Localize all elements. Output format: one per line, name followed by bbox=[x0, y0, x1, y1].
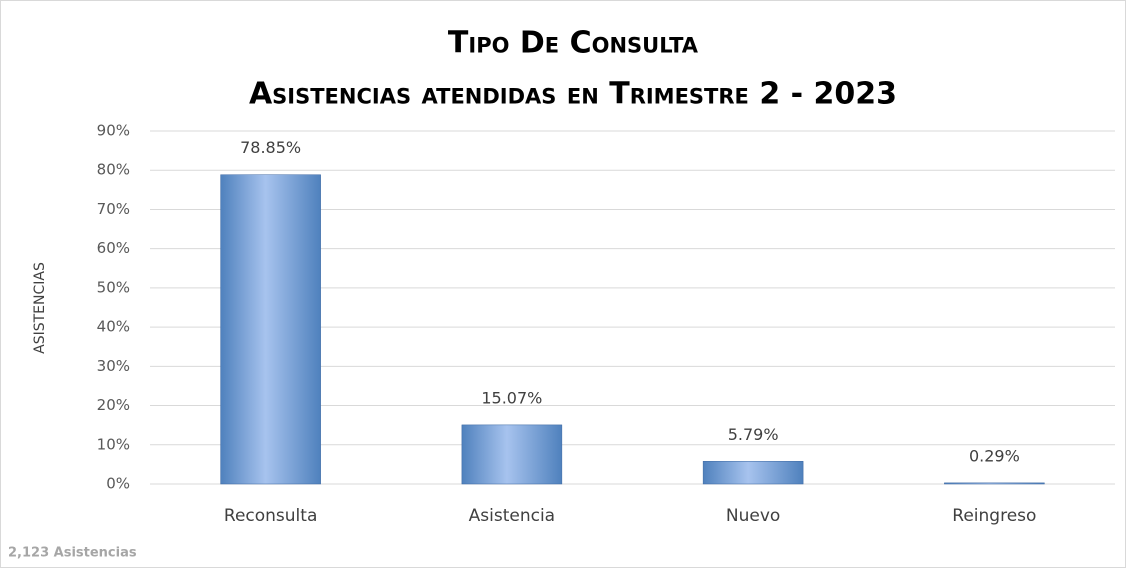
data-label: 15.07% bbox=[481, 388, 542, 407]
data-label: 78.85% bbox=[240, 138, 301, 157]
y-tick-label: 20% bbox=[97, 396, 130, 414]
y-axis-label: ASISTENCIAS bbox=[32, 262, 48, 354]
chart-title: Tipo De Consulta bbox=[448, 26, 699, 61]
data-label: 5.79% bbox=[728, 425, 779, 444]
x-tick-label: Reingreso bbox=[952, 506, 1036, 526]
y-tick-label: 30% bbox=[97, 357, 130, 375]
data-label: 0.29% bbox=[969, 446, 1020, 465]
y-tick-label: 60% bbox=[97, 239, 130, 257]
bar bbox=[944, 482, 1045, 485]
y-tick-label: 80% bbox=[97, 161, 130, 179]
x-tick-label: Reconsulta bbox=[224, 506, 317, 526]
y-tick-label: 40% bbox=[97, 318, 130, 336]
bar bbox=[220, 174, 321, 485]
bar bbox=[461, 424, 563, 485]
x-tick-label: Nuevo bbox=[726, 506, 780, 526]
y-tick-label: 0% bbox=[106, 475, 130, 493]
x-tick-label: Asistencia bbox=[469, 506, 555, 526]
y-tick-label: 70% bbox=[97, 200, 130, 218]
y-tick-label: 50% bbox=[97, 278, 130, 296]
y-tick-label: 90% bbox=[97, 122, 130, 140]
y-tick-label: 10% bbox=[97, 435, 130, 453]
bar bbox=[702, 461, 804, 485]
chart-subtitle: Asistencias atendidas en Trimestre 2 - 2… bbox=[249, 77, 897, 112]
footnote: 2,123 Asistencias bbox=[8, 546, 137, 561]
